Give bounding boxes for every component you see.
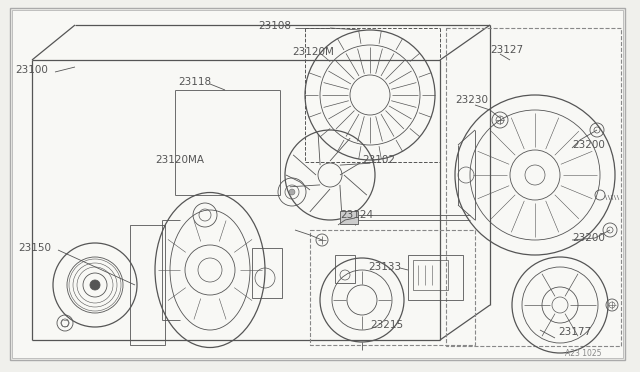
Text: 23127: 23127 — [490, 45, 523, 55]
Bar — [446, 28, 621, 346]
Bar — [413, 260, 448, 290]
Text: 23120M: 23120M — [292, 47, 334, 57]
Text: 23118: 23118 — [178, 77, 211, 87]
Text: 23108: 23108 — [258, 21, 291, 31]
Text: 23100: 23100 — [15, 65, 48, 75]
Text: 23150: 23150 — [18, 243, 51, 253]
Bar — [310, 230, 475, 345]
Bar — [340, 211, 358, 224]
Circle shape — [289, 189, 295, 195]
Bar — [130, 225, 165, 345]
Text: 23102: 23102 — [362, 155, 395, 165]
Bar — [408, 255, 463, 300]
Text: 23230: 23230 — [455, 95, 488, 105]
Text: 23124: 23124 — [340, 210, 373, 220]
Bar — [252, 248, 282, 298]
Text: A23 1025: A23 1025 — [565, 350, 602, 359]
Bar — [335, 255, 355, 283]
Text: 23133: 23133 — [368, 262, 401, 272]
Text: 23177: 23177 — [558, 327, 591, 337]
Text: 23200: 23200 — [572, 140, 605, 150]
Circle shape — [90, 280, 100, 290]
Text: 23120MA: 23120MA — [155, 155, 204, 165]
Text: 23200: 23200 — [572, 233, 605, 243]
Text: 23215: 23215 — [370, 320, 403, 330]
